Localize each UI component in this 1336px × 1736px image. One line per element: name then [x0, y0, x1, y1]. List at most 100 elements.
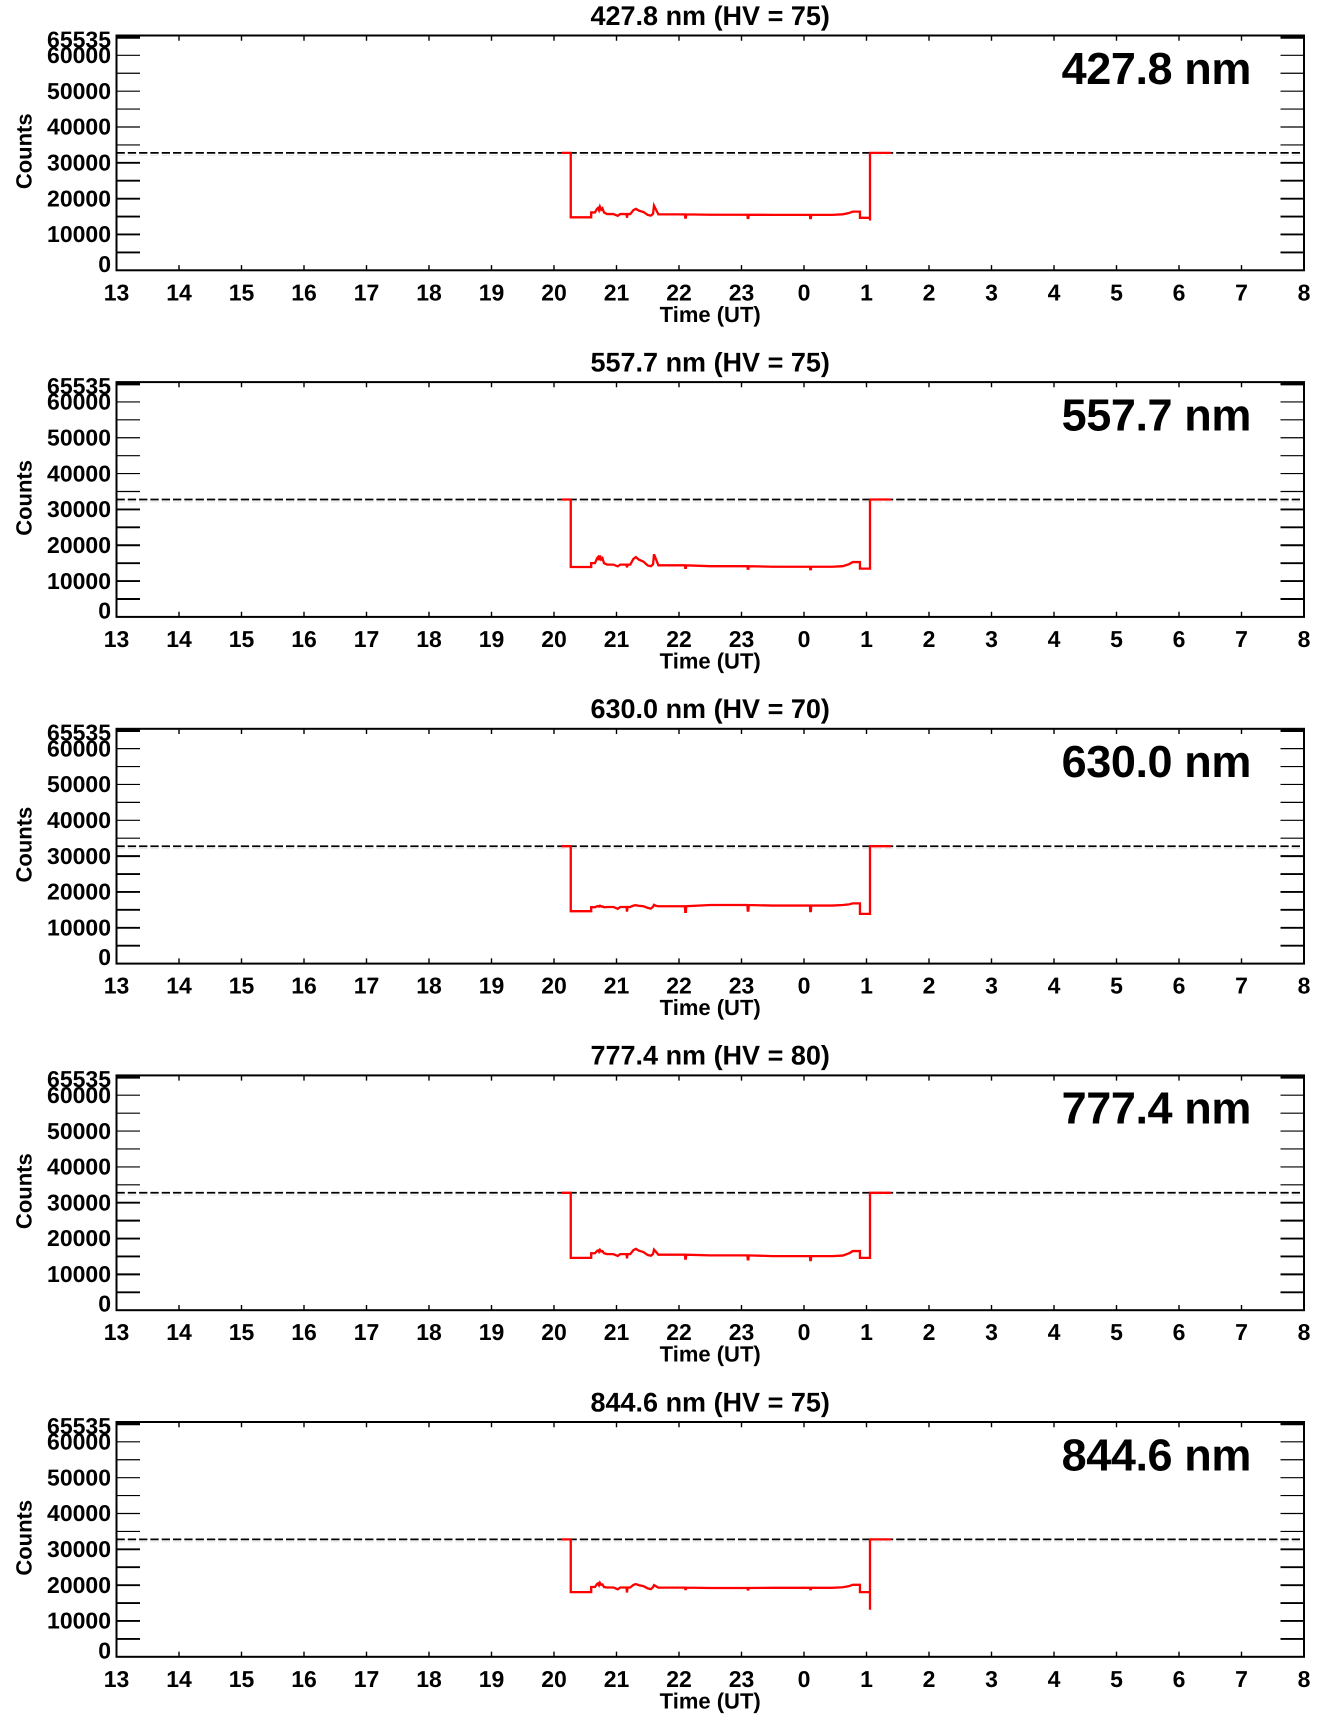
svg-text:557.7 nm: 557.7 nm: [1062, 389, 1251, 440]
svg-text:13: 13: [104, 1319, 130, 1345]
svg-text:3: 3: [985, 1319, 998, 1345]
svg-text:3: 3: [985, 279, 998, 305]
svg-text:3: 3: [985, 626, 998, 652]
svg-text:40000: 40000: [47, 1154, 111, 1180]
svg-text:0: 0: [98, 944, 111, 970]
svg-text:777.4 nm (HV = 80): 777.4 nm (HV = 80): [591, 1041, 830, 1071]
svg-text:14: 14: [166, 973, 192, 999]
svg-text:50000: 50000: [47, 78, 111, 104]
svg-text:16: 16: [291, 1319, 317, 1345]
svg-text:21: 21: [604, 1666, 630, 1692]
svg-text:0: 0: [798, 1319, 811, 1345]
svg-text:10000: 10000: [47, 1261, 111, 1287]
svg-text:4: 4: [1048, 279, 1061, 305]
svg-text:630.0 nm: 630.0 nm: [1062, 736, 1251, 787]
svg-text:16: 16: [291, 279, 317, 305]
svg-text:14: 14: [166, 1666, 192, 1692]
svg-text:630.0 nm (HV = 70): 630.0 nm (HV = 70): [591, 694, 830, 724]
svg-text:4: 4: [1048, 626, 1061, 652]
svg-text:4: 4: [1048, 1666, 1061, 1692]
svg-text:21: 21: [604, 973, 630, 999]
svg-text:15: 15: [229, 1666, 255, 1692]
svg-text:15: 15: [229, 973, 255, 999]
svg-text:8: 8: [1298, 626, 1311, 652]
svg-text:6: 6: [1173, 973, 1186, 999]
svg-text:20000: 20000: [47, 185, 111, 211]
svg-text:0: 0: [98, 251, 111, 277]
svg-text:7: 7: [1235, 973, 1248, 999]
svg-text:844.6 nm: 844.6 nm: [1062, 1429, 1251, 1480]
svg-text:21: 21: [604, 279, 630, 305]
svg-text:5: 5: [1110, 973, 1123, 999]
svg-text:Time (UT): Time (UT): [660, 1342, 761, 1367]
svg-text:21: 21: [604, 1319, 630, 1345]
svg-text:Counts: Counts: [12, 1500, 37, 1576]
svg-text:2: 2: [923, 626, 936, 652]
svg-text:15: 15: [229, 1319, 255, 1345]
svg-text:17: 17: [354, 1666, 380, 1692]
svg-text:13: 13: [104, 1666, 130, 1692]
svg-text:7: 7: [1235, 279, 1248, 305]
svg-text:Time (UT): Time (UT): [660, 995, 761, 1020]
svg-text:13: 13: [104, 279, 130, 305]
svg-text:557.7 nm (HV = 75): 557.7 nm (HV = 75): [591, 347, 830, 377]
svg-text:19: 19: [479, 626, 505, 652]
svg-text:17: 17: [354, 1319, 380, 1345]
svg-text:6: 6: [1173, 1319, 1186, 1345]
svg-text:3: 3: [985, 973, 998, 999]
svg-text:19: 19: [479, 279, 505, 305]
svg-text:8: 8: [1298, 973, 1311, 999]
svg-text:50000: 50000: [47, 1464, 111, 1490]
svg-text:17: 17: [354, 973, 380, 999]
svg-text:18: 18: [416, 279, 442, 305]
svg-text:20: 20: [541, 973, 567, 999]
svg-text:23: 23: [729, 626, 755, 652]
svg-text:30000: 30000: [47, 496, 111, 522]
svg-text:20000: 20000: [47, 1225, 111, 1251]
svg-text:2: 2: [923, 973, 936, 999]
svg-text:844.6 nm (HV = 75): 844.6 nm (HV = 75): [591, 1387, 830, 1417]
svg-text:13: 13: [104, 973, 130, 999]
svg-text:50000: 50000: [47, 425, 111, 451]
svg-text:21: 21: [604, 626, 630, 652]
svg-text:Time (UT): Time (UT): [660, 1688, 761, 1713]
svg-text:8: 8: [1298, 279, 1311, 305]
svg-text:14: 14: [166, 1319, 192, 1345]
svg-text:5: 5: [1110, 1666, 1123, 1692]
svg-text:22: 22: [666, 973, 692, 999]
svg-text:14: 14: [166, 279, 192, 305]
svg-text:23: 23: [729, 973, 755, 999]
svg-text:20: 20: [541, 1319, 567, 1345]
svg-text:20000: 20000: [47, 532, 111, 558]
svg-text:6: 6: [1173, 279, 1186, 305]
svg-text:8: 8: [1298, 1319, 1311, 1345]
svg-text:427.8 nm (HV = 75): 427.8 nm (HV = 75): [591, 1, 830, 31]
svg-text:18: 18: [416, 1319, 442, 1345]
svg-text:18: 18: [416, 626, 442, 652]
svg-text:6: 6: [1173, 1666, 1186, 1692]
svg-text:60000: 60000: [47, 42, 111, 68]
svg-text:20000: 20000: [47, 1572, 111, 1598]
svg-text:5: 5: [1110, 279, 1123, 305]
svg-text:6: 6: [1173, 626, 1186, 652]
svg-text:40000: 40000: [47, 807, 111, 833]
svg-text:0: 0: [798, 626, 811, 652]
svg-text:22: 22: [666, 1319, 692, 1345]
svg-text:17: 17: [354, 279, 380, 305]
svg-text:65535: 65535: [47, 720, 111, 746]
svg-text:427.8 nm: 427.8 nm: [1062, 43, 1251, 94]
svg-text:40000: 40000: [47, 460, 111, 486]
svg-text:10000: 10000: [47, 568, 111, 594]
svg-text:777.4 nm: 777.4 nm: [1062, 1083, 1251, 1134]
svg-text:50000: 50000: [47, 1118, 111, 1144]
svg-text:0: 0: [798, 279, 811, 305]
svg-text:1: 1: [860, 1666, 873, 1692]
svg-text:Counts: Counts: [12, 460, 37, 536]
svg-text:19: 19: [479, 973, 505, 999]
svg-text:4: 4: [1048, 973, 1061, 999]
svg-text:0: 0: [98, 1637, 111, 1663]
svg-text:22: 22: [666, 279, 692, 305]
svg-text:19: 19: [479, 1319, 505, 1345]
svg-text:Counts: Counts: [12, 807, 37, 883]
svg-text:60000: 60000: [47, 735, 111, 761]
